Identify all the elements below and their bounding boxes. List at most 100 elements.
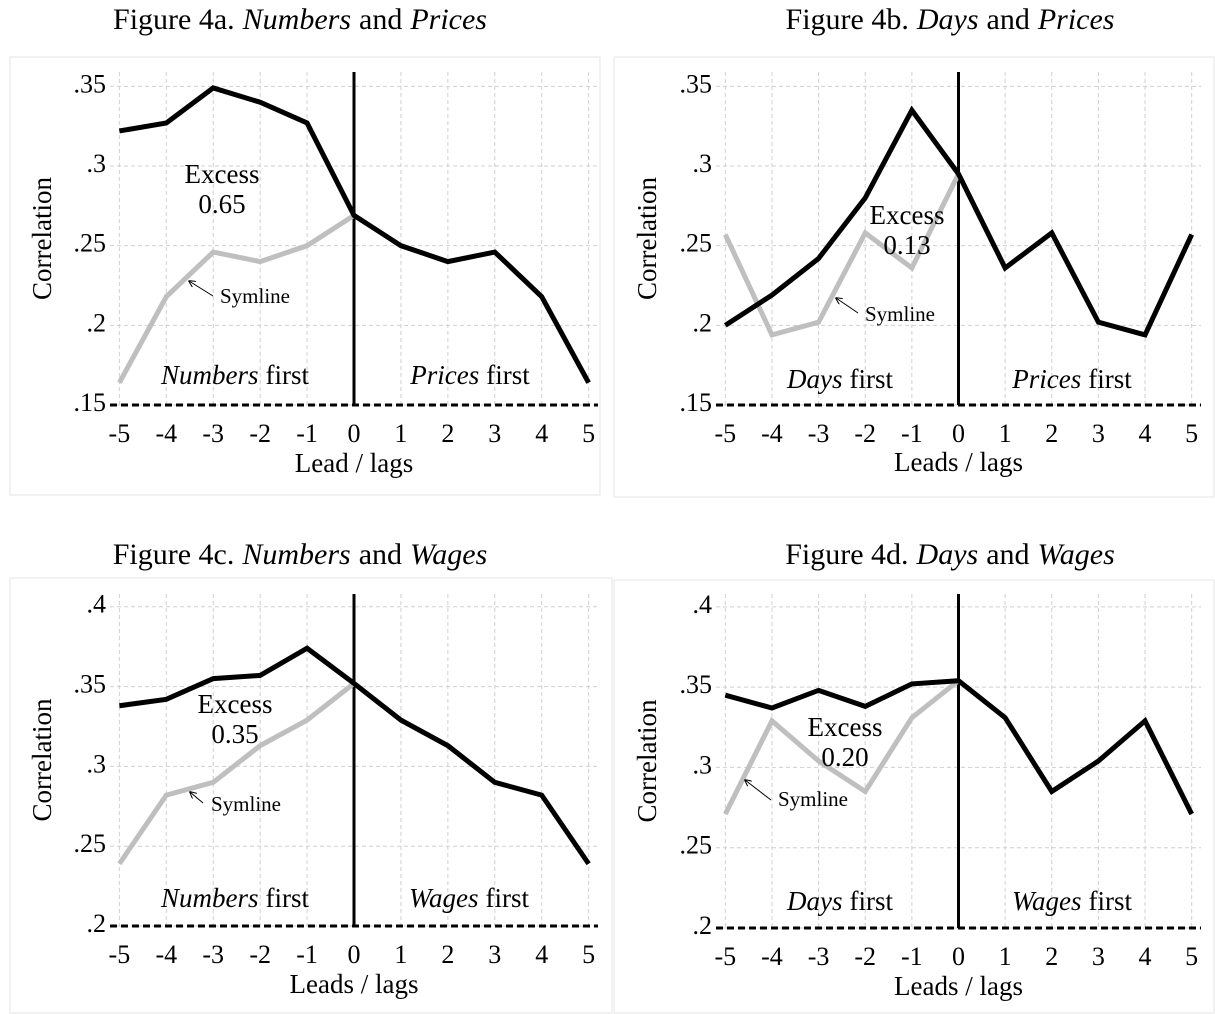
y-axis-label: Correlation (632, 699, 662, 822)
y-tick-label: .3 (87, 149, 107, 178)
x-tick-label: -2 (854, 942, 876, 971)
x-tick-label: -3 (808, 942, 830, 971)
symline-arrow (836, 298, 859, 314)
right-label: Wages first (1012, 886, 1133, 916)
label-part: Days (786, 886, 843, 916)
title-part: Figure 4d. (785, 538, 908, 571)
series-line (723, 678, 961, 816)
chart-title: Figure 4b. Days and Prices (786, 3, 1115, 36)
label-part: Numbers (160, 883, 259, 913)
y-tick-label: .15 (680, 388, 713, 417)
title-part: and (359, 3, 402, 36)
x-tick-label: -2 (249, 419, 271, 448)
title-part: and (987, 3, 1030, 36)
y-tick-label: .3 (693, 149, 713, 178)
title-part: Wages (1038, 538, 1115, 571)
right-label: Prices first (409, 360, 530, 390)
title-part: and (359, 538, 402, 571)
label-part: first (1088, 364, 1132, 394)
y-tick-label: .4 (87, 590, 107, 619)
y-axis-label: Correlation (27, 698, 57, 821)
y-tick-label: .3 (693, 750, 713, 779)
label-part: first (850, 364, 894, 394)
title-part: Figure 4a. (113, 3, 235, 36)
symline-label: Symline (211, 792, 281, 816)
y-tick-label: .35 (680, 670, 713, 699)
y-tick-label: .25 (74, 229, 107, 258)
chart-title: Figure 4d. Days and Wages (785, 538, 1115, 571)
symline-arrow (190, 792, 204, 804)
series-line (724, 678, 1194, 816)
y-tick-label: .3 (87, 749, 107, 778)
x-tick-label: -3 (202, 940, 224, 969)
x-tick-label: -3 (808, 419, 830, 448)
y-tick-label: .25 (680, 229, 713, 258)
panel-frame (613, 56, 1215, 498)
title-part: Prices (409, 3, 487, 36)
label-part: first (486, 360, 530, 390)
x-tick-label: -1 (901, 942, 923, 971)
x-tick-label: 3 (1092, 942, 1105, 971)
x-axis-label: Leads / lags (894, 447, 1023, 477)
excess-value: 0.35 (211, 719, 258, 749)
panel-frame (9, 56, 601, 496)
title-part: Figure 4b. (786, 3, 909, 36)
chart-title: Figure 4c. Numbers and Wages (113, 538, 488, 571)
title-part: Numbers (242, 3, 351, 36)
x-tick-label: 0 (952, 419, 965, 448)
y-tick-label: .25 (680, 831, 713, 860)
left-label: Days first (786, 886, 893, 916)
x-axis-label: Lead / lags (295, 448, 413, 478)
symline-label: Symline (220, 284, 290, 308)
left-label: Numbers first (160, 883, 310, 913)
x-tick-label: 3 (1092, 419, 1105, 448)
y-tick-label: .2 (693, 911, 713, 940)
y-axis-label: Correlation (27, 177, 57, 300)
right-label: Wages first (409, 883, 530, 913)
x-tick-label: 4 (535, 940, 548, 969)
y-tick-label: .25 (74, 829, 107, 858)
series-line (117, 681, 356, 866)
x-tick-label: -3 (202, 419, 224, 448)
x-tick-label: -4 (761, 942, 783, 971)
title-part: Figure 4c. (113, 538, 235, 571)
title-part: Prices (1037, 3, 1115, 36)
y-tick-label: .2 (87, 909, 107, 938)
panel-frame (9, 577, 613, 1014)
label-part: first (266, 360, 310, 390)
x-tick-label: -5 (714, 419, 736, 448)
symline-label: Symline (865, 302, 935, 326)
symline-arrow (189, 281, 214, 297)
y-tick-label: .15 (74, 388, 107, 417)
chart-title: Figure 4a. Numbers and Prices (113, 3, 487, 36)
x-tick-label: 1 (394, 419, 407, 448)
x-tick-label: 3 (488, 940, 501, 969)
excess-label: Excess (870, 200, 945, 230)
panel-frame (613, 579, 1215, 1014)
x-tick-label: 2 (1045, 419, 1058, 448)
x-tick-label: 1 (999, 942, 1012, 971)
x-tick-label: -5 (109, 940, 131, 969)
series-line (723, 172, 961, 338)
excess-label: Excess (185, 159, 260, 189)
x-tick-label: 3 (488, 419, 501, 448)
x-tick-label: 0 (952, 942, 965, 971)
x-tick-label: -1 (296, 940, 318, 969)
x-tick-label: -1 (901, 419, 923, 448)
x-tick-label: 5 (1185, 942, 1198, 971)
left-label: Numbers first (160, 360, 310, 390)
y-tick-label: .35 (74, 670, 107, 699)
x-tick-label: -4 (155, 419, 177, 448)
excess-value: 0.13 (883, 230, 930, 260)
label-part: Days (786, 364, 843, 394)
y-tick-label: .4 (693, 590, 713, 619)
x-tick-label: 5 (1185, 419, 1198, 448)
x-tick-label: -4 (761, 419, 783, 448)
y-tick-label: .35 (74, 69, 107, 98)
x-tick-label: 1 (999, 419, 1012, 448)
x-tick-label: -5 (714, 942, 736, 971)
x-tick-label: -5 (109, 419, 131, 448)
title-part: Numbers (241, 538, 350, 571)
excess-value: 0.65 (198, 189, 245, 219)
